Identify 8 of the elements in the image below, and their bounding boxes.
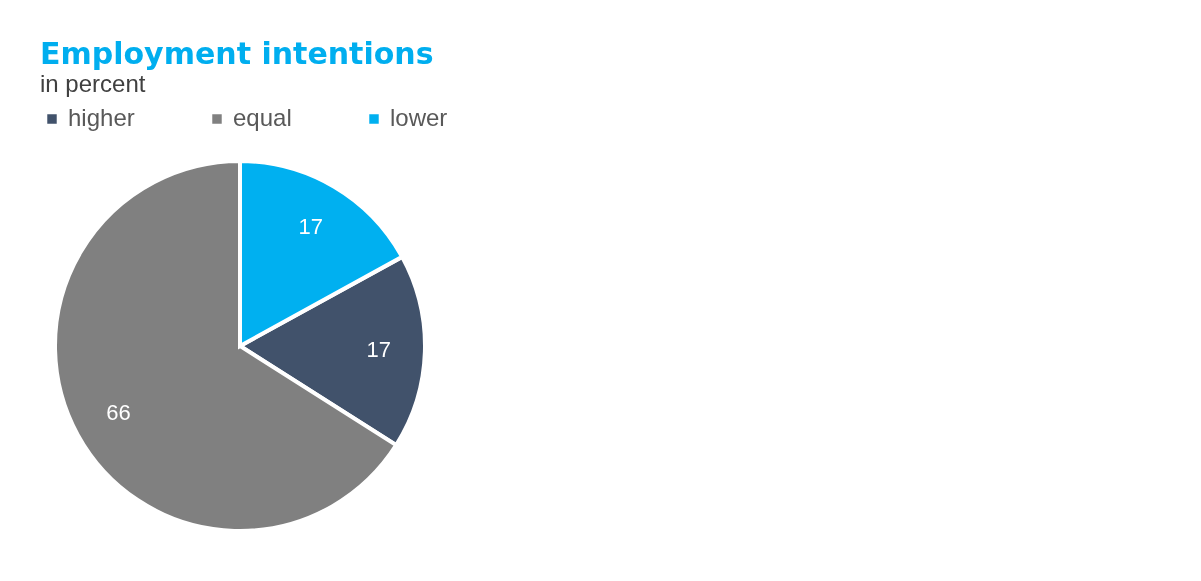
data-label: 17 xyxy=(298,213,323,239)
chart-title: Employment intentions xyxy=(40,36,434,71)
legend-label: equal xyxy=(233,104,292,131)
data-label: 17 xyxy=(366,337,391,363)
legend-label: lower xyxy=(390,104,448,131)
chart-subtitle: in percent xyxy=(40,70,146,97)
legend-label: higher xyxy=(68,104,135,131)
data-label: 66 xyxy=(106,399,131,425)
